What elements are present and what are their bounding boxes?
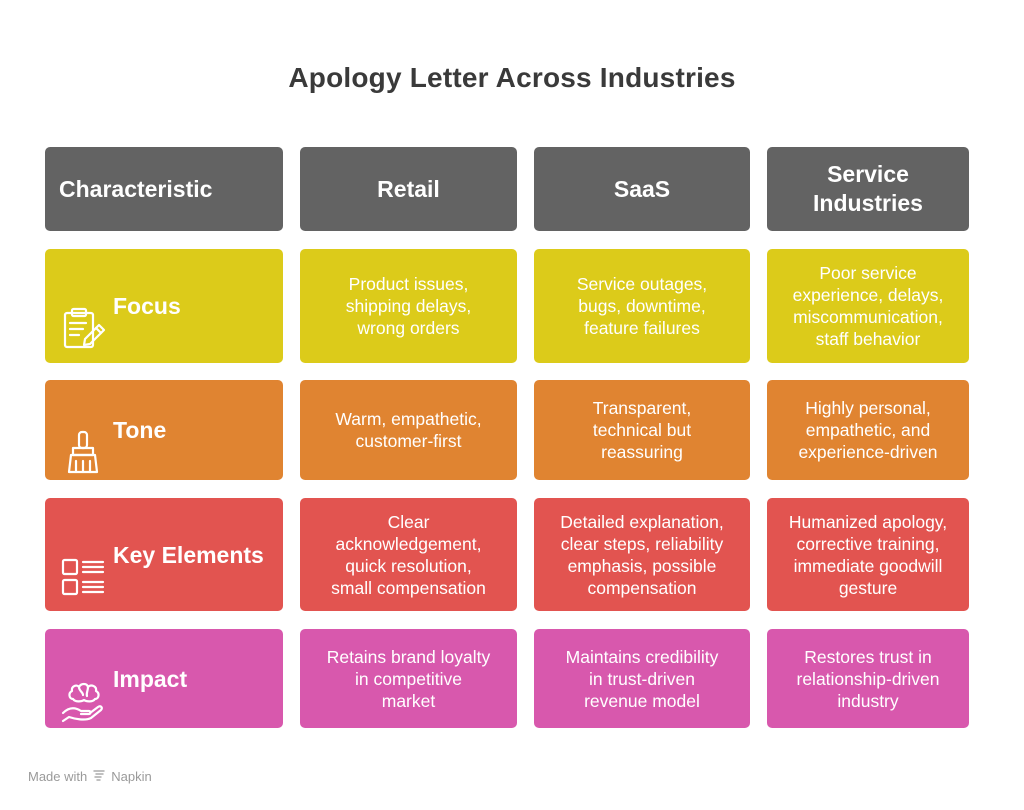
watermark-brand: Napkin: [111, 769, 152, 784]
focus-retail: Product issues, shipping delays, wrong o…: [300, 249, 517, 363]
brain-in-hand-icon: [59, 655, 107, 722]
watermark: Made with Napkin: [28, 768, 152, 785]
tone-retail: Warm, empathetic, customer-first: [300, 380, 517, 480]
row-head-impact: Impact: [45, 629, 283, 728]
napkin-logo-icon: [92, 768, 106, 785]
tone-saas: Transparent, technical but reassuring: [534, 380, 750, 480]
row-label-key-elements: Key Elements: [113, 541, 264, 568]
header-saas: SaaS: [534, 147, 750, 231]
page-title: Apology Letter Across Industries: [288, 62, 736, 93]
paintbrush-icon: [59, 406, 107, 474]
impact-service: Restores trust in relationship-driven in…: [767, 629, 969, 728]
row-label-impact: Impact: [113, 665, 188, 692]
row-head-focus: Focus: [45, 249, 283, 363]
impact-retail: Retains brand loyalty in competitive mar…: [300, 629, 517, 728]
clipboard-pencil-icon: [59, 282, 107, 349]
header-retail: Retail: [300, 147, 517, 231]
row-head-key-elements: Key Elements: [45, 498, 283, 611]
header-characteristic: Characteristic: [45, 147, 283, 231]
impact-saas: Maintains credibility in trust-driven re…: [534, 629, 750, 728]
focus-saas: Service outages, bugs, downtime, feature…: [534, 249, 750, 363]
row-label-tone: Tone: [113, 417, 167, 443]
checklist-icon: [59, 531, 107, 595]
key-elements-saas: Detailed explanation, clear steps, relia…: [534, 498, 750, 611]
focus-service: Poor service experience, delays, miscomm…: [767, 249, 969, 363]
watermark-prefix: Made with: [28, 769, 88, 784]
header-characteristic-label: Characteristic: [59, 175, 213, 202]
tone-service: Highly personal, empathetic, and experie…: [767, 380, 969, 480]
key-elements-service: Humanized apology, corrective training, …: [767, 498, 969, 611]
row-head-tone: Tone: [45, 380, 283, 480]
header-service-industries: Service Industries: [767, 147, 969, 231]
key-elements-retail: Clear acknowledgement, quick resolution,…: [300, 498, 517, 611]
row-label-focus: Focus: [113, 293, 181, 319]
